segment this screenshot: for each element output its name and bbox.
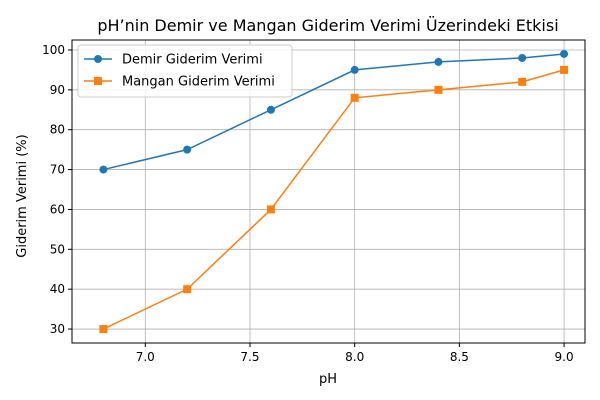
data-point (266, 105, 275, 114)
data-point (518, 53, 527, 62)
x-axis-label: pH (319, 372, 337, 387)
data-point (350, 93, 359, 102)
legend: Demir Giderim Verimi Mangan Giderim Verim… (77, 44, 293, 98)
data-point (183, 285, 192, 294)
x-tick-label: 8.5 (450, 350, 469, 364)
legend-label: Mangan Giderim Verimi (122, 75, 275, 90)
x-tick-label: 7.5 (240, 350, 259, 364)
y-axis-label: Giderim Verimi (%) (15, 134, 30, 257)
legend-item: Mangan Giderim Verimi (84, 75, 275, 90)
legend-box (77, 44, 293, 98)
series-2 (99, 65, 569, 334)
y-tick-label: 90 (50, 83, 65, 97)
legend-item: Demir Giderim Verimi (84, 53, 263, 68)
y-tick-label: 70 (50, 163, 65, 177)
legend-marker (94, 77, 102, 85)
data-point (560, 49, 569, 58)
data-point (99, 165, 108, 174)
x-tick-label: 8.0 (345, 350, 364, 364)
data-point (434, 57, 443, 66)
data-point (183, 145, 192, 154)
series-line (103, 69, 565, 330)
legend-label: Demir Giderim Verimi (122, 53, 263, 68)
data-point (99, 325, 108, 334)
y-tick-label: 80 (50, 123, 65, 137)
series-1 (99, 49, 569, 174)
x-tick-label: 9.0 (555, 350, 574, 364)
x-tick-label: 7.0 (136, 350, 155, 364)
data-point (560, 65, 569, 74)
legend-marker (94, 55, 102, 63)
data-point (350, 65, 359, 74)
data-point (266, 205, 275, 214)
y-tick-label: 60 (50, 202, 65, 216)
y-tick-label: 50 (50, 242, 65, 256)
series-layer (99, 49, 569, 334)
plot-frame (71, 39, 586, 344)
y-tick-label: 30 (50, 322, 65, 336)
ticks: 7.0 7.5 8.0 8.5 9.0 30 40 50 60 70 80 90 100 (42, 43, 574, 364)
chart-title: pH’nin Demir ve Mangan Giderim Verimi Üz… (97, 16, 558, 35)
data-point (434, 85, 443, 94)
y-tick-label: 40 (50, 282, 65, 296)
data-point (518, 77, 527, 86)
y-tick-label: 100 (42, 43, 65, 57)
